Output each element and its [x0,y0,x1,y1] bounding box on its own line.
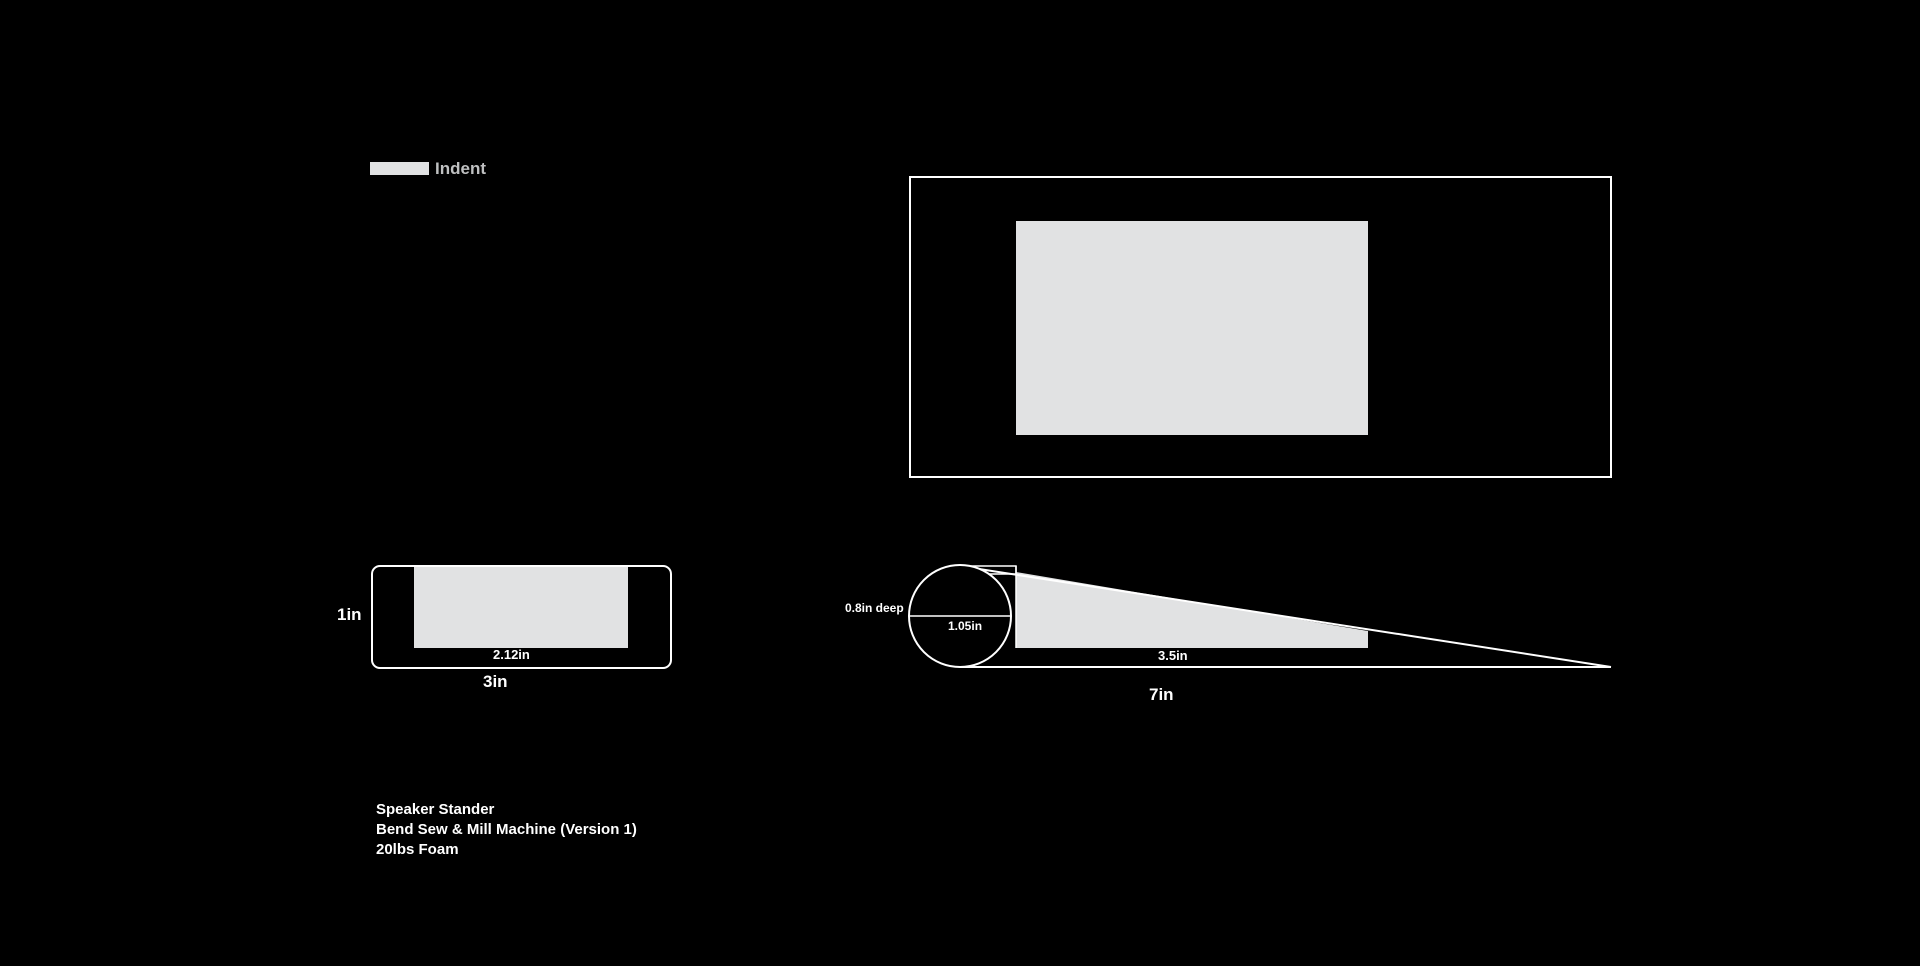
top-view-indent [1016,221,1368,435]
notes: Speaker Stander Bend Sew & Mill Machine … [376,801,637,858]
legend-label: Indent [435,159,486,178]
legend-swatch [370,162,429,175]
top-view [909,176,1612,478]
front-indent-width-label: 2.12in [493,647,530,662]
front-width-label: 3in [483,672,508,691]
side-total-length-label: 7in [1149,685,1174,704]
side-view-indent [1016,572,1368,648]
side-indent-length-label: 3.5in [1158,648,1188,663]
front-view-outline [371,565,672,669]
side-circle-label: 1.05in [948,619,982,633]
note-line-3: 20lbs Foam [376,841,459,858]
legend: Indent [370,159,486,178]
front-view: 1in 2.12in 3in [337,565,672,691]
side-view: 0.8in deep 1.05in 3.5in 7in [845,564,1612,704]
front-view-indent [414,567,628,648]
top-view-outline [909,176,1612,478]
front-height-label: 1in [337,605,362,624]
note-line-2: Bend Sew & Mill Machine (Version 1) [376,821,637,838]
note-line-1: Speaker Stander [376,801,495,818]
side-depth-label: 0.8in deep [845,601,904,615]
side-view-slope [959,565,1612,668]
